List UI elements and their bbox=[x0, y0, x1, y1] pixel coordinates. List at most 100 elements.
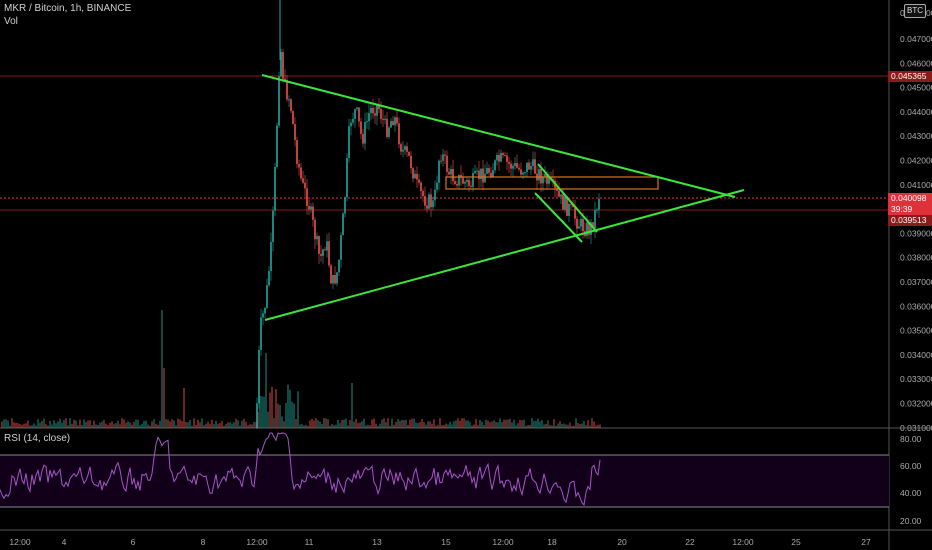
candle-body bbox=[560, 194, 562, 197]
volume-bar bbox=[415, 422, 417, 428]
volume-bar bbox=[495, 422, 497, 428]
price-tick: 0.034000 bbox=[900, 350, 932, 360]
volume-bar bbox=[337, 419, 339, 428]
candle-body bbox=[530, 165, 532, 170]
candle-body bbox=[372, 107, 374, 114]
volume-bar bbox=[555, 425, 557, 428]
candle-body bbox=[418, 179, 420, 183]
volume-bar bbox=[97, 425, 99, 428]
volume-bar bbox=[341, 420, 343, 428]
price-tick: 0.035000 bbox=[900, 326, 932, 336]
candle-body bbox=[294, 124, 296, 141]
volume-bar bbox=[497, 422, 499, 428]
volume-bar bbox=[403, 420, 405, 428]
candle-body bbox=[544, 174, 546, 177]
volume-bar bbox=[501, 422, 503, 428]
volume-bar bbox=[527, 425, 529, 428]
volume-bar bbox=[11, 418, 13, 428]
volume-bar bbox=[331, 424, 333, 428]
volume-bar bbox=[509, 418, 511, 428]
candle-body bbox=[468, 180, 470, 186]
volume-bar bbox=[413, 418, 415, 428]
volume-bar bbox=[131, 424, 133, 428]
volume-bar bbox=[213, 424, 215, 428]
volume-bar bbox=[143, 420, 145, 428]
volume-bar bbox=[405, 419, 407, 428]
volume-bar bbox=[185, 422, 187, 428]
volume-bar bbox=[309, 420, 311, 428]
volume-bar bbox=[77, 425, 79, 428]
consolidation-box bbox=[445, 176, 659, 190]
candle-body bbox=[460, 174, 462, 178]
currency-badge[interactable]: BTC bbox=[904, 4, 926, 18]
candle-body bbox=[408, 151, 410, 156]
volume-bar bbox=[175, 425, 177, 428]
volume-bar bbox=[473, 424, 475, 428]
candle-body bbox=[276, 125, 278, 167]
price-tick: 0.046000 bbox=[900, 58, 932, 68]
volume-bar bbox=[239, 425, 241, 428]
time-tick: 4 bbox=[62, 537, 67, 547]
candle-body bbox=[586, 222, 588, 236]
volume-bar bbox=[575, 418, 577, 428]
candle-body bbox=[400, 144, 402, 152]
rsi-tick: 20.00 bbox=[900, 516, 922, 526]
volume-bar bbox=[399, 420, 401, 428]
volume-bar bbox=[111, 421, 113, 428]
volume-bar bbox=[215, 420, 217, 428]
volume-bar bbox=[179, 419, 181, 428]
candle-body bbox=[448, 171, 450, 175]
volume-bar bbox=[249, 424, 251, 428]
price-tick: 0.031000 bbox=[900, 423, 932, 433]
volume-bar bbox=[543, 424, 545, 428]
volume-bar bbox=[411, 418, 413, 428]
volume-bar bbox=[581, 423, 583, 428]
volume-bar bbox=[549, 425, 551, 428]
volume-bar bbox=[155, 423, 157, 428]
volume-bar bbox=[69, 418, 71, 428]
candle-body bbox=[496, 155, 498, 161]
volume-bar bbox=[157, 424, 159, 428]
price-tick: 0.039000 bbox=[900, 228, 932, 238]
volume-bar bbox=[593, 421, 595, 428]
channel-upper-line bbox=[537, 163, 598, 233]
rsi-axis-ticks: 80.00 60.00 40.00 20.00 bbox=[900, 434, 922, 526]
candle-body bbox=[510, 163, 512, 169]
volume-bar bbox=[545, 423, 547, 428]
volume-bar bbox=[475, 418, 477, 428]
candle-body bbox=[520, 169, 522, 175]
candle-body bbox=[546, 174, 548, 184]
volume-bar bbox=[315, 418, 317, 428]
channel-lower-line bbox=[534, 192, 583, 243]
candle-body bbox=[278, 76, 280, 126]
candle-body bbox=[310, 206, 312, 210]
candle-body bbox=[410, 155, 412, 169]
candle-body bbox=[532, 159, 534, 166]
volume-bar bbox=[233, 422, 235, 428]
volume-bar bbox=[225, 423, 227, 428]
volume-bar bbox=[289, 389, 291, 428]
volume-bar bbox=[363, 418, 365, 428]
volume-bar bbox=[595, 425, 597, 428]
volume-bar bbox=[237, 420, 239, 428]
candle-body bbox=[256, 403, 258, 428]
rsi-tick: 40.00 bbox=[900, 488, 922, 498]
volume-bar bbox=[335, 424, 337, 428]
volume-bar bbox=[119, 424, 121, 428]
volume-bar bbox=[137, 419, 139, 428]
candle-body bbox=[272, 210, 274, 242]
candle-body bbox=[414, 173, 416, 179]
volume-bar bbox=[287, 384, 289, 428]
volume-bar bbox=[479, 419, 481, 428]
volume-bar bbox=[255, 421, 257, 428]
volume-bar bbox=[379, 423, 381, 428]
volume-bar bbox=[25, 423, 27, 428]
candle-body bbox=[540, 169, 542, 184]
volume-bar bbox=[517, 423, 519, 428]
time-tick: 6 bbox=[131, 537, 136, 547]
candle-body bbox=[330, 265, 332, 284]
volume-bar bbox=[327, 419, 329, 428]
volume-bar bbox=[229, 422, 231, 428]
candle-body bbox=[322, 249, 324, 256]
